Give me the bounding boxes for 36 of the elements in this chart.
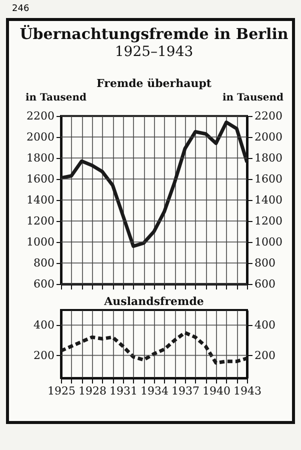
y-tick-label: 200 xyxy=(34,348,54,362)
y-tick-label: 1400 xyxy=(26,194,54,206)
y-tick-label: 1000 xyxy=(26,236,54,248)
x-tick-label: 1934 xyxy=(140,384,168,398)
text: Auslandsfremde xyxy=(103,295,204,308)
y2-axis-title: in Tausend xyxy=(222,92,284,104)
y-tick-label: 1600 xyxy=(26,172,54,186)
y2-tick-label: 1200 xyxy=(254,214,282,228)
y2-tick-label: 600 xyxy=(254,278,276,290)
y-tick-label: 1200 xyxy=(26,214,54,228)
x-tick-label: 1928 xyxy=(78,384,106,398)
y2-tick-label: 2200 xyxy=(254,110,282,122)
chart-title: Übernachtungsfremde in Berlin xyxy=(20,24,288,43)
y2-tick-label: 1600 xyxy=(254,172,282,186)
y2-tick-label: 1800 xyxy=(254,152,282,164)
y2-tick-label: 2000 xyxy=(254,130,282,144)
y2-tick-label: 200 xyxy=(254,348,276,362)
text: 246 xyxy=(11,3,30,16)
y-tick-label: 600 xyxy=(34,278,54,290)
y2-tick-label: 1000 xyxy=(254,236,282,248)
chart-subtitle: 1925–1943 xyxy=(114,44,194,60)
x-tick-label: 1937 xyxy=(172,384,200,398)
y-tick-label: 1800 xyxy=(26,152,54,164)
x-tick-label: 1931 xyxy=(110,384,138,398)
text: Fremde überhaupt xyxy=(96,77,212,90)
y-axis-title: in Tausend xyxy=(26,92,87,104)
y2-tick-label: 800 xyxy=(254,256,276,270)
x-tick-label: 1925 xyxy=(48,384,76,398)
y-tick-label: 2200 xyxy=(26,110,54,122)
y2-tick-label: 400 xyxy=(254,318,276,332)
y-tick-label: 400 xyxy=(34,318,54,332)
x-tick-label: 1940 xyxy=(202,384,230,398)
x-tick-label: 1943 xyxy=(234,384,262,398)
y2-tick-label: 1400 xyxy=(254,194,282,206)
y-tick-label: 2000 xyxy=(26,130,54,144)
y-tick-label: 800 xyxy=(34,256,54,270)
